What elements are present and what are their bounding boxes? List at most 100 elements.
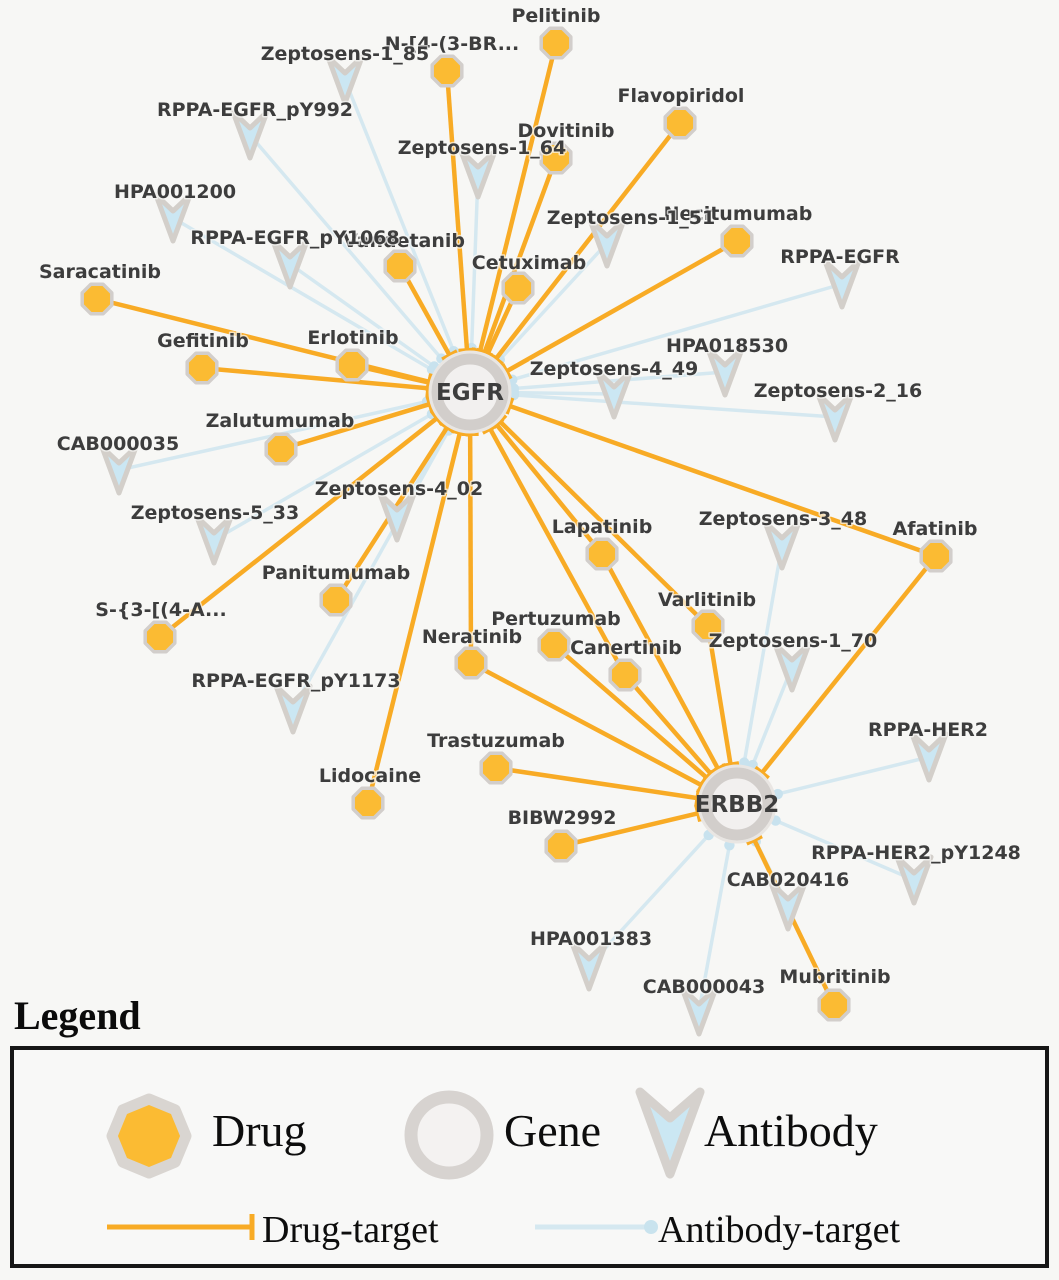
drug-node-Lidocaine[interactable] — [351, 786, 385, 820]
edge-antibody-target — [774, 755, 930, 797]
node-label: Zalutumumab — [206, 410, 355, 432]
node-label: CAB000043 — [643, 976, 765, 998]
edge-antibody-target — [213, 411, 436, 542]
drug-node-Zalutumumab[interactable] — [264, 432, 298, 466]
edge-antibody-target — [288, 262, 438, 370]
drug-node-S-{3-[(4-A...[interactable] — [143, 620, 177, 654]
drug-node-N-[4-(3-BR...[interactable] — [430, 54, 464, 88]
antibody-node-CAB020416[interactable] — [768, 880, 808, 932]
drug-node-BIBW2992[interactable] — [544, 829, 578, 863]
node-label: RPPA-EGFR — [780, 246, 900, 268]
node-label: Gefitinib — [157, 330, 249, 352]
antibody-node-RPPA-EGFR[interactable] — [822, 258, 862, 310]
node-label: BIBW2992 — [508, 807, 617, 829]
gene-node-EGFR[interactable] — [431, 353, 509, 431]
edge-antibody-target — [510, 390, 615, 396]
edge-drug-target — [507, 403, 937, 559]
node-label: Lapatinib — [552, 516, 653, 538]
drug-target-tee — [425, 395, 435, 413]
antibody-node-Zeptosens-1_64[interactable] — [458, 148, 498, 200]
node-label: Necitumumab — [664, 203, 813, 225]
drug-node-Afatinib[interactable] — [919, 539, 953, 573]
antibody-node-HPA001200[interactable] — [153, 192, 193, 244]
node-label: Zeptosens-4_02 — [315, 478, 483, 500]
drug-node-Gefitinib[interactable] — [185, 351, 219, 385]
antibody-node-RPPA-HER2[interactable] — [909, 731, 949, 783]
drug-node-Lapatinib[interactable] — [585, 537, 619, 571]
drug-node-Mubritinib[interactable] — [817, 988, 851, 1022]
gene-node-ERBB2[interactable] — [700, 767, 774, 841]
antibody-node-Zeptosens-1_85[interactable] — [325, 54, 365, 106]
antibody-node-Zeptosens-5_33[interactable] — [194, 514, 234, 566]
antibody-node-HPA001383[interactable] — [569, 940, 609, 992]
node-label: RPPA-EGFR_pY1173 — [191, 670, 400, 692]
node-label: Zeptosens-2_16 — [754, 380, 922, 402]
drug-target-tee — [425, 373, 433, 392]
edge-drug-target — [600, 552, 721, 771]
antibody-legend-icon — [635, 1087, 705, 1179]
antibody-node-Zeptosens-2_16[interactable] — [815, 391, 855, 443]
antibody-legend-label: Antibody — [704, 1105, 878, 1156]
drug-node-Pelitinib[interactable] — [539, 26, 573, 60]
drug-node-Necitumumab[interactable] — [720, 224, 754, 258]
edge-antibody-target — [496, 241, 609, 364]
antibody-node-Zeptosens-3_48[interactable] — [762, 519, 802, 571]
drug-node-Flavopiridol[interactable] — [663, 106, 697, 140]
edge-drug-target — [493, 121, 682, 362]
node-label: Vandetanib — [343, 230, 465, 252]
antibody-node-Zeptosens-1_70[interactable] — [772, 641, 812, 693]
antibody-node-Zeptosens-1_51[interactable] — [587, 217, 627, 269]
drug-node-Trastuzumab[interactable] — [479, 751, 513, 785]
drug-node-Vandetanib[interactable] — [383, 249, 417, 283]
drug-node-Dovitinib[interactable] — [539, 141, 573, 175]
antibody-node-RPPA-HER2_pY1248[interactable] — [894, 854, 934, 906]
node-label: S-{3-[(4-A... — [95, 599, 226, 621]
edge-antibody-target — [508, 282, 843, 383]
drug-target-tee — [479, 348, 497, 360]
edge-antibody-target — [749, 666, 794, 769]
node-label: CAB000035 — [57, 433, 179, 455]
antibody-node-RPPA-EGFR_pY992[interactable] — [230, 109, 270, 161]
drug-node-Cetuximab[interactable] — [501, 271, 535, 305]
edge-drug-target — [158, 415, 440, 639]
node-label: RPPA-HER2 — [868, 719, 988, 741]
edge-drug-target — [552, 643, 710, 781]
antibody-node-RPPA-EGFR_pY1068[interactable] — [270, 238, 310, 290]
antibody-node-HPA018530[interactable] — [705, 346, 745, 398]
node-label: Zeptosens-4_49 — [530, 358, 698, 380]
drug-node-Varlitinib[interactable] — [691, 609, 725, 643]
drug-target-tee — [430, 410, 444, 426]
antibody-node-Zeptosens-4_02[interactable] — [377, 491, 417, 543]
edge-drug-target — [759, 554, 938, 775]
drug-node-Neratinib[interactable] — [454, 646, 488, 680]
drug-node-Canertinib[interactable] — [608, 658, 642, 692]
drug-node-Saracatinib[interactable] — [80, 282, 114, 316]
node-label: Saracatinib — [39, 261, 161, 283]
drug-target-legend-icon — [107, 1214, 255, 1240]
antibody-node-CAB000035[interactable] — [99, 444, 139, 496]
edge-drug-target — [705, 625, 733, 766]
node-label: RPPA-EGFR_pY1068 — [190, 227, 399, 249]
antibody-node-RPPA-EGFR_pY1173[interactable] — [273, 683, 313, 735]
drug-node-Pertuzumab[interactable] — [537, 628, 571, 662]
antibody-node-CAB000043[interactable] — [679, 985, 719, 1037]
drug-target-tee — [441, 349, 459, 362]
edge-drug-target — [504, 239, 739, 374]
drug-target-legend-label: Drug-target — [262, 1209, 439, 1251]
gene-node-halo — [697, 764, 777, 844]
edge-drug-target — [751, 838, 837, 1006]
edge-drug-target — [444, 70, 470, 352]
edge-drug-target — [280, 401, 432, 452]
node-label: RPPA-HER2_pY1248 — [811, 842, 1021, 864]
edge-antibody-target — [248, 133, 445, 362]
gene-label: ERBB2 — [695, 792, 780, 818]
drug-legend-label: Drug — [212, 1105, 307, 1156]
drug-node-Panitumumab[interactable] — [319, 583, 353, 617]
drug-target-tee — [754, 765, 770, 780]
drug-target-tee — [481, 422, 499, 435]
drug-node-Erlotinib[interactable] — [335, 348, 369, 382]
antibody-target-legend-icon — [535, 1220, 658, 1234]
antibody-node-Zeptosens-4_49[interactable] — [594, 368, 634, 420]
node-label: Trastuzumab — [427, 730, 565, 752]
